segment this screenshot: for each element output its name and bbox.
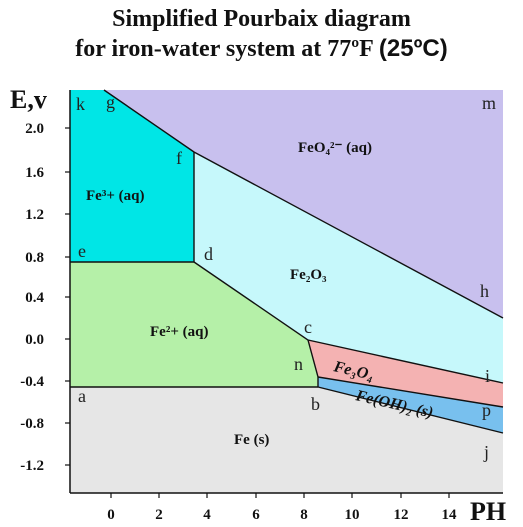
boundary-n-p — [317, 376, 504, 408]
x-tick-label: 6 — [252, 507, 260, 523]
title-line-2-main: for iron-water system at 77ºF — [75, 36, 373, 62]
region-feoh2 — [318, 377, 503, 433]
region-label-fe2o3: Fe₂O₃ — [290, 267, 327, 283]
point-label-d: d — [204, 244, 213, 264]
region-feo4 — [104, 90, 503, 318]
point-label-c: c — [304, 317, 312, 337]
region-fe3o4 — [308, 340, 503, 407]
point-label-a: a — [78, 386, 86, 406]
point-label-k: k — [76, 94, 85, 114]
point-label-b: b — [311, 394, 320, 414]
y-axis-label: E,v — [10, 85, 47, 114]
x-tick-label: 12 — [394, 507, 409, 523]
y-tick-label: 0.0 — [25, 332, 44, 348]
y-tick-label: 1.2 — [25, 207, 44, 223]
region-label-feo4: FeO₄²⁻ (aq) — [298, 140, 372, 156]
region-fe3 — [70, 90, 194, 262]
point-label-p: p — [482, 400, 491, 420]
x-tick-label: 8 — [300, 507, 308, 523]
diagram-title: Simplified Pourbaix diagram for iron-wat… — [0, 4, 523, 64]
region-fe2 — [70, 262, 318, 387]
x-axis-label: PH — [470, 497, 506, 526]
x-tick-label: 2 — [155, 507, 163, 523]
x-tick-label: 10 — [345, 507, 360, 523]
title-line-2: for iron-water system at 77ºF (25ºC) — [0, 34, 523, 64]
y-tick-label: -1.2 — [20, 458, 44, 474]
boundary-b-j — [317, 386, 504, 434]
y-tick-label: 1.6 — [25, 165, 44, 181]
point-label-e: e — [78, 241, 86, 261]
region-fe — [70, 387, 503, 493]
boundary-c-i — [307, 339, 504, 384]
point-label-g: g — [106, 92, 115, 112]
point-label-j: j — [483, 442, 489, 462]
x-tick-labels: 0 2 4 6 8 10 12 14 — [107, 507, 457, 523]
y-tick-label: 0.4 — [25, 290, 44, 306]
y-tick-label: 2.0 — [25, 121, 44, 137]
region-label-fe: Fe (s) — [234, 432, 269, 448]
point-label-n: n — [294, 354, 303, 374]
y-tick-labels: 2.0 1.6 1.2 0.8 0.4 0.0 -0.4 -0.8 -1.2 — [20, 121, 44, 474]
region-fe2o3 — [194, 152, 503, 383]
title-line-1: Simplified Pourbaix diagram — [112, 6, 411, 32]
x-tick-label: 0 — [107, 507, 115, 523]
point-labels: k g f e d c n a b m h i p j — [76, 92, 496, 462]
point-label-i: i — [485, 366, 490, 386]
point-label-f: f — [176, 148, 182, 168]
x-ticks — [110, 493, 450, 498]
region-label-fe2: Fe²+ (aq) — [150, 324, 208, 340]
boundary-lines — [70, 89, 504, 434]
y-tick-label: -0.4 — [20, 374, 44, 390]
point-label-m: m — [482, 93, 496, 113]
x-tick-label: 4 — [203, 507, 211, 523]
x-tick-label: 14 — [442, 507, 458, 523]
y-tick-label: -0.8 — [20, 416, 44, 432]
y-ticks — [65, 127, 70, 466]
y-tick-label: 0.8 — [25, 250, 44, 266]
title-line-2-celsius: (25ºC) — [378, 35, 448, 62]
boundary-d-c-n-b — [193, 261, 319, 387]
point-label-h: h — [480, 281, 489, 301]
region-label-fe3: Fe³+ (aq) — [86, 188, 144, 204]
